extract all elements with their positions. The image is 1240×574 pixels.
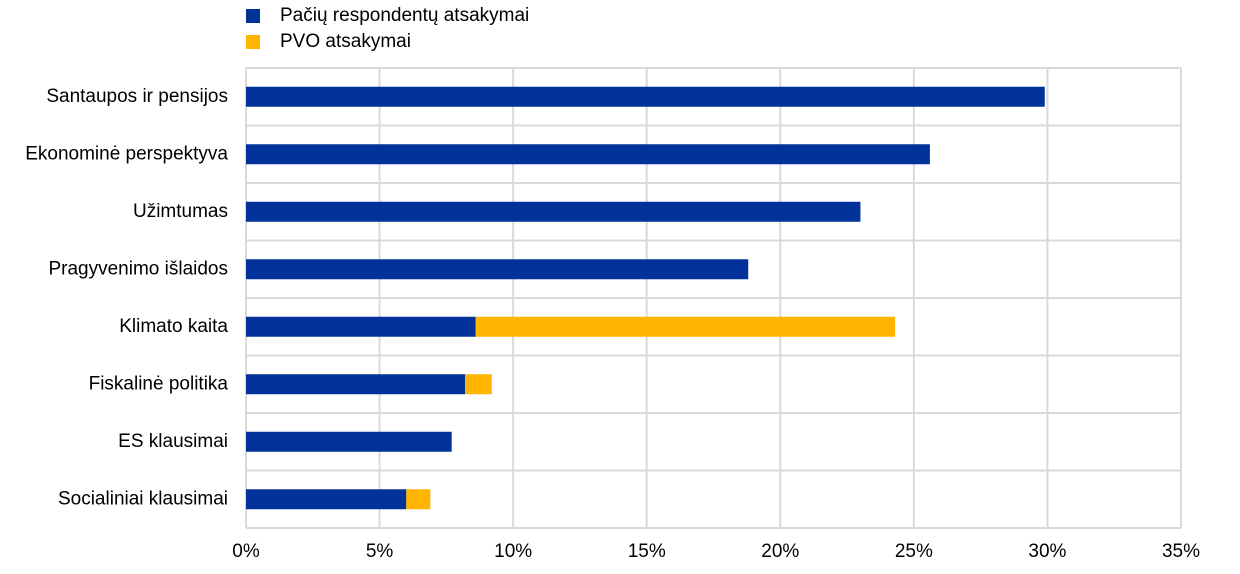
bar-segment bbox=[246, 431, 452, 452]
x-tick-label: 20% bbox=[761, 541, 799, 562]
bar-segment bbox=[246, 489, 407, 510]
x-tick-label: 30% bbox=[1028, 541, 1066, 562]
bar-segment bbox=[246, 374, 466, 395]
x-tick-label: 10% bbox=[494, 541, 532, 562]
y-tick-label: ES klausimai bbox=[118, 431, 228, 452]
y-tick-label: Ekonominė perspektyva bbox=[25, 143, 228, 164]
bar-segment bbox=[246, 144, 930, 165]
x-tick-label: 0% bbox=[232, 541, 260, 562]
legend-swatch bbox=[246, 35, 260, 49]
legend-swatch bbox=[246, 9, 260, 23]
y-tick-label: Klimato kaita bbox=[119, 316, 228, 337]
legend-label: Pačių respondentų atsakymai bbox=[280, 5, 529, 26]
bar-segment bbox=[246, 201, 861, 222]
x-tick-label: 15% bbox=[628, 541, 666, 562]
bar-segment bbox=[465, 374, 492, 395]
bar-segment bbox=[246, 86, 1045, 107]
y-tick-label: Socialiniai klausimai bbox=[58, 488, 228, 509]
bar-segment bbox=[406, 489, 431, 510]
y-tick-label: Užimtumas bbox=[133, 201, 228, 222]
bar-segment bbox=[475, 316, 896, 337]
y-tick-label: Fiskalinė politika bbox=[89, 373, 229, 394]
x-tick-label: 25% bbox=[895, 541, 933, 562]
y-tick-label: Santaupos ir pensijos bbox=[46, 86, 228, 107]
bar-segment bbox=[246, 316, 476, 337]
bar-segment bbox=[246, 259, 749, 280]
y-tick-label: Pragyvenimo išlaidos bbox=[48, 258, 228, 279]
x-tick-label: 35% bbox=[1162, 541, 1200, 562]
legend-label: PVO atsakymai bbox=[280, 31, 411, 52]
x-tick-label: 5% bbox=[366, 541, 394, 562]
